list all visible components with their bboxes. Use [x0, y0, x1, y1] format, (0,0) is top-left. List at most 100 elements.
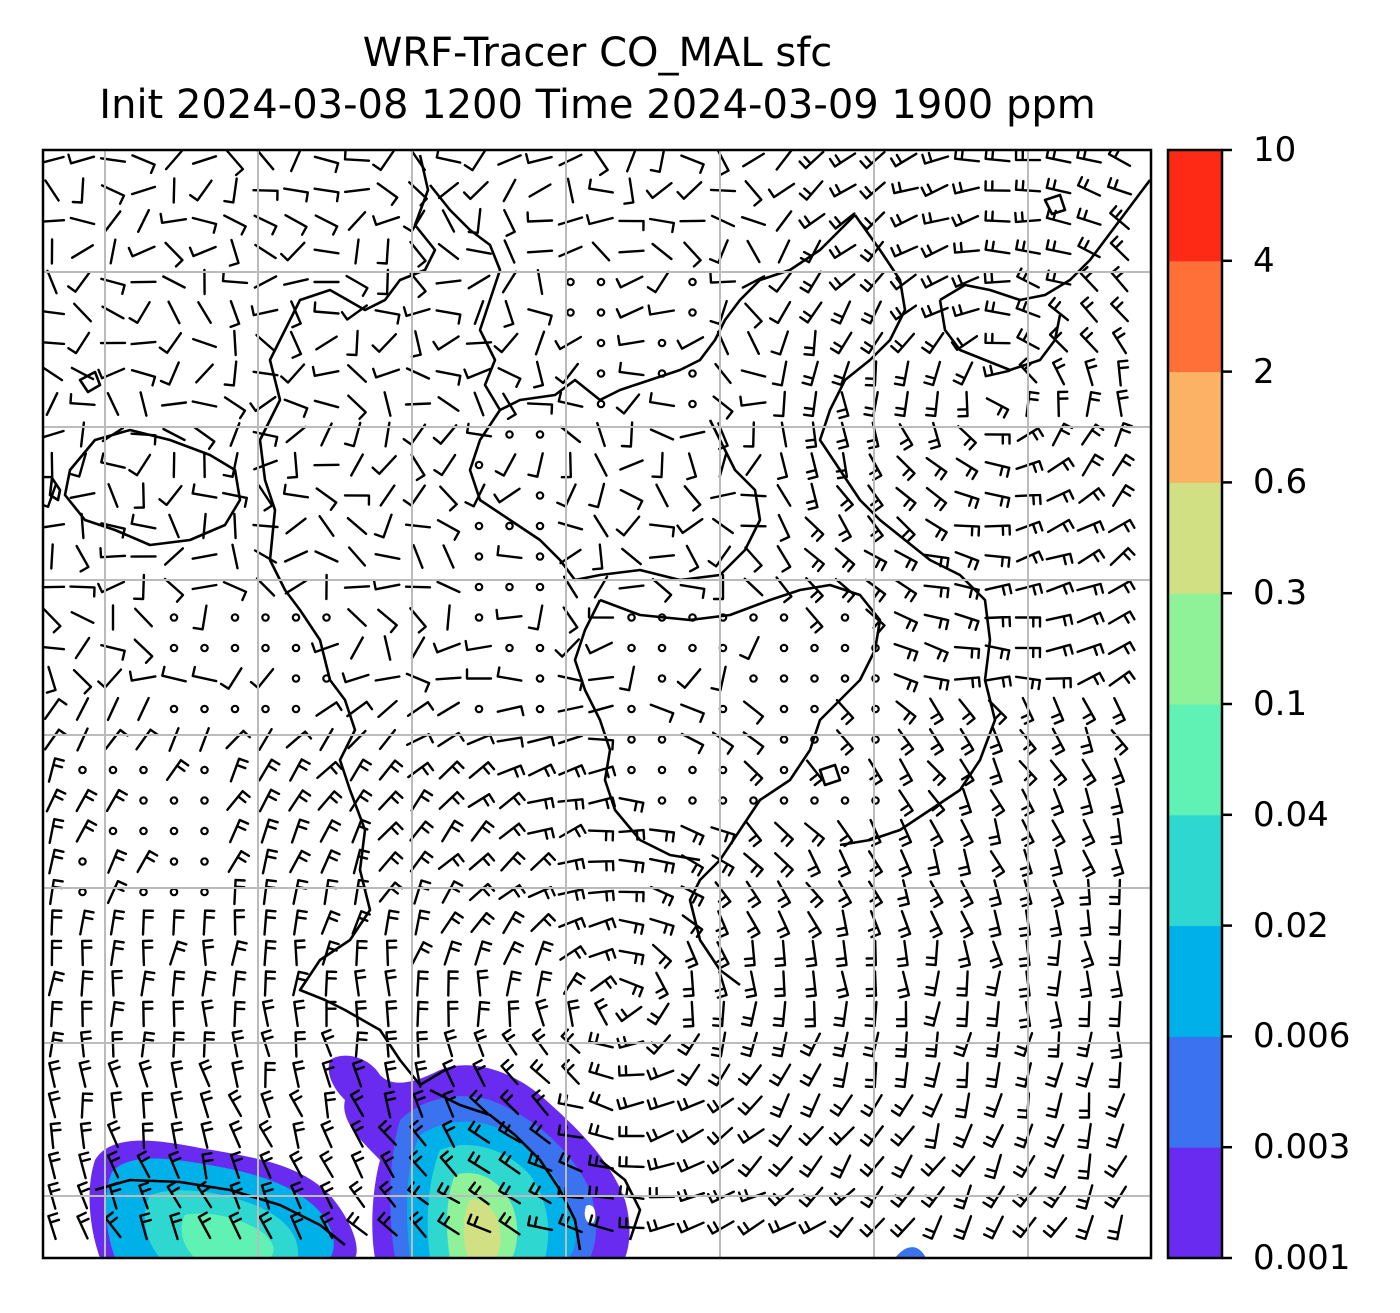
- wind-barb: [1081, 758, 1097, 787]
- wind-barb: [201, 999, 214, 1027]
- wind-barb: [249, 395, 277, 413]
- wind-barb: [437, 396, 460, 412]
- wind-barb: [531, 1089, 549, 1116]
- wind-barb: [221, 270, 249, 285]
- wind-barb: [72, 668, 93, 695]
- wind-barb: [648, 554, 676, 559]
- wind-barb: [615, 515, 641, 537]
- wind-barb: [109, 909, 125, 936]
- wind-barb: [136, 849, 159, 874]
- wind-barb: [618, 361, 645, 377]
- wind-barb: [712, 573, 725, 601]
- wind-barb: [69, 393, 96, 406]
- calm-wind-marker: [291, 674, 301, 683]
- wind-barb: [799, 1063, 822, 1087]
- wind-barb: [320, 910, 341, 935]
- calm-wind-marker: [596, 308, 606, 317]
- wind-barb: [559, 945, 587, 961]
- wind-barb: [923, 553, 950, 569]
- wind-barb: [225, 150, 245, 177]
- calm-wind-marker: [505, 582, 514, 592]
- wind-barb: [97, 580, 126, 594]
- wind-barb: [554, 638, 580, 658]
- wind-barb: [799, 1032, 821, 1057]
- calm-wind-marker: [779, 735, 789, 744]
- calm-wind-marker: [78, 887, 87, 897]
- wind-barb: [1045, 1062, 1064, 1088]
- wind-barb: [412, 1089, 426, 1118]
- wind-barb: [772, 1000, 787, 1028]
- wind-barb: [710, 491, 736, 500]
- wind-barb: [436, 519, 461, 541]
- wind-barb: [405, 367, 431, 380]
- wind-barb: [715, 910, 729, 939]
- wind-barb: [1045, 552, 1074, 566]
- wind-barb: [899, 758, 913, 787]
- wind-barb: [229, 300, 241, 329]
- wind-barb: [250, 305, 279, 317]
- wind-barb: [676, 336, 705, 350]
- wind-barb: [928, 728, 945, 756]
- wind-barb: [714, 970, 728, 999]
- wind-barb: [1076, 520, 1105, 534]
- wind-barb: [557, 857, 586, 871]
- wind-barb: [775, 210, 793, 232]
- wind-barb: [710, 665, 727, 692]
- calm-wind-marker: [139, 796, 148, 805]
- wind-barb: [1050, 848, 1063, 877]
- wind-barb: [1079, 265, 1099, 292]
- wind-barb: [776, 880, 792, 909]
- calm-wind-marker: [840, 796, 850, 805]
- calm-wind-marker: [108, 826, 118, 836]
- wind-barb: [890, 1217, 916, 1238]
- wind-barb: [1117, 359, 1130, 387]
- wind-barb: [1051, 879, 1065, 908]
- wind-barb: [1107, 518, 1136, 534]
- calm-wind-marker: [200, 857, 209, 866]
- wind-barb: [227, 850, 251, 873]
- wind-barb: [859, 271, 885, 293]
- wind-barb: [863, 549, 888, 572]
- wind-barb: [500, 851, 526, 872]
- wind-barb: [261, 848, 278, 875]
- wind-barb: [191, 216, 218, 234]
- wind-barb: [474, 940, 493, 966]
- wind-barb: [79, 1121, 92, 1150]
- wind-barb: [683, 241, 702, 268]
- wind-barb: [594, 998, 608, 1026]
- wind-barb: [737, 1219, 765, 1236]
- wind-barb: [588, 1214, 614, 1233]
- wind-barb: [566, 177, 575, 204]
- wind-barb: [744, 546, 763, 573]
- wind-barb: [1080, 296, 1098, 323]
- wind-barb: [201, 1152, 214, 1180]
- wind-barb: [1047, 457, 1075, 473]
- wind-barb: [345, 274, 369, 297]
- wind-barb: [439, 485, 458, 512]
- wind-barb: [231, 1029, 244, 1058]
- wind-barb: [924, 1123, 940, 1149]
- wind-barb: [1046, 581, 1075, 595]
- wind-barb: [1044, 1154, 1065, 1179]
- calm-wind-marker: [627, 765, 636, 775]
- wind-barb: [75, 819, 98, 843]
- wind-barb: [320, 849, 341, 874]
- wind-barb: [259, 1150, 273, 1179]
- wind-barb: [493, 487, 521, 504]
- wind-barb: [618, 949, 645, 966]
- wind-barb: [984, 239, 1011, 255]
- wind-barb: [531, 1028, 549, 1056]
- wind-barb: [1045, 677, 1072, 689]
- wind-barb: [805, 759, 824, 787]
- wind-barb: [198, 1059, 212, 1088]
- wind-barb: [651, 242, 673, 261]
- wind-barb: [111, 1031, 123, 1058]
- wind-barb: [132, 573, 146, 601]
- wind-barb: [346, 517, 368, 535]
- calm-wind-marker: [840, 613, 850, 622]
- calm-wind-marker: [535, 491, 545, 500]
- wind-barb: [437, 243, 460, 260]
- wind-barb: [1076, 1031, 1093, 1058]
- wind-barb: [922, 1215, 943, 1240]
- wind-barb: [557, 216, 584, 226]
